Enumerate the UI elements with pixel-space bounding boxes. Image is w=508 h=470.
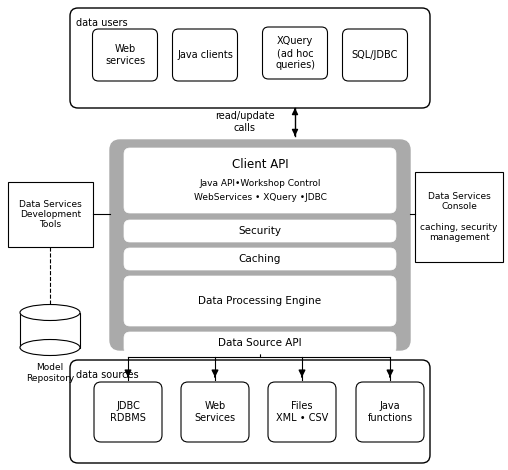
Bar bbox=[8, 182, 93, 247]
FancyBboxPatch shape bbox=[124, 148, 396, 213]
Text: Data Source API: Data Source API bbox=[218, 338, 302, 348]
FancyBboxPatch shape bbox=[70, 360, 430, 463]
Text: SQL/JDBC: SQL/JDBC bbox=[352, 50, 398, 60]
Text: JDBC
RDBMS: JDBC RDBMS bbox=[110, 401, 146, 423]
Text: Web
Services: Web Services bbox=[195, 401, 236, 423]
FancyBboxPatch shape bbox=[181, 382, 249, 442]
Text: Data Services
Development
Tools: Data Services Development Tools bbox=[19, 200, 82, 229]
Bar bbox=[415, 172, 503, 262]
Text: Files
XML • CSV: Files XML • CSV bbox=[276, 401, 328, 423]
FancyBboxPatch shape bbox=[124, 220, 396, 242]
FancyBboxPatch shape bbox=[263, 27, 328, 79]
Text: data sources: data sources bbox=[76, 370, 139, 380]
Text: read/update
calls: read/update calls bbox=[215, 111, 275, 133]
FancyBboxPatch shape bbox=[110, 140, 410, 350]
FancyBboxPatch shape bbox=[70, 8, 430, 108]
FancyBboxPatch shape bbox=[124, 248, 396, 270]
FancyBboxPatch shape bbox=[342, 29, 407, 81]
Text: Model
Repository: Model Repository bbox=[26, 363, 74, 383]
Text: Data Services
Console

caching, security
management: Data Services Console caching, security … bbox=[420, 192, 498, 243]
FancyBboxPatch shape bbox=[124, 276, 396, 326]
Text: Security: Security bbox=[238, 226, 281, 236]
FancyBboxPatch shape bbox=[92, 29, 157, 81]
Text: Java API•Workshop Control: Java API•Workshop Control bbox=[199, 180, 321, 188]
Text: Client API: Client API bbox=[232, 157, 289, 171]
Text: Caching: Caching bbox=[239, 254, 281, 264]
Text: data users: data users bbox=[76, 18, 128, 28]
Ellipse shape bbox=[20, 339, 80, 355]
Bar bbox=[20, 313, 80, 347]
Ellipse shape bbox=[20, 305, 80, 321]
Text: Web
services: Web services bbox=[105, 44, 145, 66]
FancyBboxPatch shape bbox=[94, 382, 162, 442]
FancyBboxPatch shape bbox=[356, 382, 424, 442]
Text: WebServices • XQuery •JDBC: WebServices • XQuery •JDBC bbox=[194, 194, 327, 203]
Text: XQuery
(ad hoc
queries): XQuery (ad hoc queries) bbox=[275, 36, 315, 70]
Text: Data Processing Engine: Data Processing Engine bbox=[199, 296, 322, 306]
FancyBboxPatch shape bbox=[173, 29, 238, 81]
FancyBboxPatch shape bbox=[124, 332, 396, 354]
Text: Java clients: Java clients bbox=[177, 50, 233, 60]
FancyBboxPatch shape bbox=[268, 382, 336, 442]
Text: Java
functions: Java functions bbox=[367, 401, 412, 423]
